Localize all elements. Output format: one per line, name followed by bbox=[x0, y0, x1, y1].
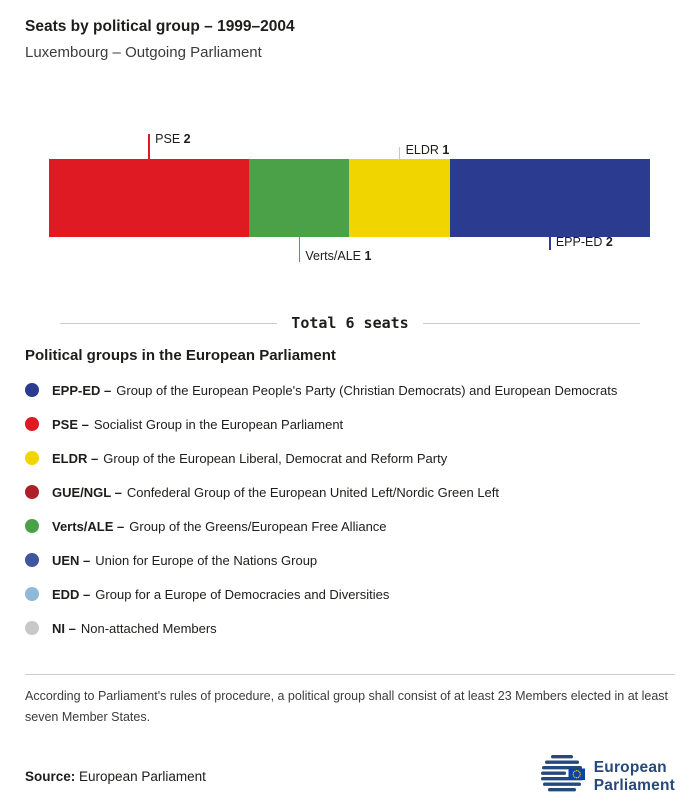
legend-group-name: PSE – bbox=[52, 416, 89, 432]
chart-title: Seats by political group – 1999–2004 bbox=[25, 18, 295, 35]
legend-item-uen: UEN – Union for Europe of the Nations Gro… bbox=[25, 543, 675, 577]
legend-item-edd: EDD – Group for a Europe of Democracies a… bbox=[25, 577, 675, 611]
callout-line bbox=[398, 147, 401, 159]
legend-heading: Political groups in the European Parliam… bbox=[25, 347, 336, 364]
legend-group-name: EDD – bbox=[52, 586, 91, 602]
footer: Source: European Parliament bbox=[25, 751, 675, 802]
legend-list: EPP-ED – Group of the European People's P… bbox=[25, 373, 675, 645]
total-seats-label: Total 6 seats bbox=[291, 314, 409, 332]
source-value: European Parliament bbox=[79, 769, 206, 785]
bar-segment-eldr bbox=[349, 159, 450, 237]
legend-group-description: Socialist Group in the European Parliame… bbox=[93, 416, 344, 432]
callout-line bbox=[148, 134, 150, 159]
legend-group-description: Group of the European Liberal, Democrat … bbox=[103, 450, 448, 466]
legend-dot-ni bbox=[25, 621, 39, 635]
total-rule-right bbox=[422, 322, 640, 324]
callout-label-epp-ed: EPP-ED 2 bbox=[555, 235, 613, 249]
legend-item-epp-ed: EPP-ED – Group of the European People's P… bbox=[25, 373, 675, 407]
legend-group-name: GUE/NGL – bbox=[52, 484, 122, 500]
legend-group-name: Verts/ALE – bbox=[52, 518, 125, 534]
stacked-bar bbox=[49, 159, 650, 237]
european-parliament-logo[interactable]: European Parliament bbox=[539, 751, 675, 802]
legend-item-pse: PSE – Socialist Group in the European Par… bbox=[25, 407, 675, 441]
footnote-divider bbox=[25, 674, 675, 675]
legend-item-verts-ale: Verts/ALE – Group of the Greens/European … bbox=[25, 509, 675, 543]
chart-subtitle: Luxembourg – Outgoing Parliament bbox=[25, 44, 262, 61]
legend-group-description: Group for a Europe of Democracies and Di… bbox=[95, 586, 390, 602]
legend-section: Political groups in the European Parliam… bbox=[25, 347, 675, 645]
bar-segment-epp-ed bbox=[449, 159, 650, 237]
callout-label-verts-ale: Verts/ALE 1 bbox=[305, 249, 372, 263]
legend-item-ni: NI – Non-attached Members bbox=[25, 611, 675, 645]
legend-dot-epp-ed bbox=[25, 383, 39, 397]
legend-dot-edd bbox=[25, 587, 39, 601]
callout-label-pse: PSE 2 bbox=[155, 132, 191, 146]
legend-group-description: Group of the European People's Party (Ch… bbox=[116, 382, 618, 398]
footnote-text: According to Parliament's rules of proce… bbox=[25, 689, 668, 724]
legend-group-name: NI – bbox=[52, 620, 76, 636]
callout-label-eldr: ELDR 1 bbox=[405, 143, 450, 157]
source-label: Source: bbox=[25, 769, 76, 785]
legend-dot-eldr bbox=[25, 451, 39, 465]
ep-logo-wordmark: European Parliament bbox=[594, 759, 675, 795]
legend-group-description: Union for Europe of the Nations Group bbox=[95, 552, 318, 568]
legend-item-eldr: ELDR – Group of the European Liberal, Dem… bbox=[25, 441, 675, 475]
header: Seats by political group – 1999–2004 Lux… bbox=[25, 18, 675, 61]
ep-logo-line2: Parliament bbox=[593, 776, 675, 794]
bar-segment-verts-ale bbox=[249, 159, 350, 237]
infographic-page: Seats by political group – 1999–2004 Lux… bbox=[25, 18, 675, 794]
legend-group-description: Confederal Group of the European United … bbox=[126, 484, 500, 500]
legend-group-name: EPP-ED – bbox=[52, 382, 112, 398]
legend-group-description: Group of the Greens/European Free Allian… bbox=[129, 518, 387, 534]
legend-dot-verts-ale bbox=[25, 519, 39, 533]
legend-dot-uen bbox=[25, 553, 39, 567]
ep-logo-line1: European bbox=[593, 758, 667, 776]
ep-hemicycle-icon bbox=[539, 751, 585, 802]
legend-group-description: Non-attached Members bbox=[80, 620, 217, 636]
bar-segment-pse bbox=[49, 159, 250, 237]
legend-item-gue-ngl: GUE/NGL – Confederal Group of the Europea… bbox=[25, 475, 675, 509]
total-seats-row: Total 6 seats bbox=[60, 314, 640, 332]
seats-stacked-bar-chart: PSE 2 Verts/ALE 1 ELDR 1 EPP-ED 2 bbox=[49, 132, 650, 270]
legend-dot-gue-ngl bbox=[25, 485, 39, 499]
callout-line bbox=[549, 237, 551, 250]
legend-dot-pse bbox=[25, 417, 39, 431]
callout-line bbox=[298, 237, 301, 262]
total-rule-left bbox=[60, 322, 278, 324]
legend-group-name: ELDR – bbox=[52, 450, 99, 466]
source-line: Source: European Parliament bbox=[25, 769, 206, 784]
legend-group-name: UEN – bbox=[52, 552, 91, 568]
